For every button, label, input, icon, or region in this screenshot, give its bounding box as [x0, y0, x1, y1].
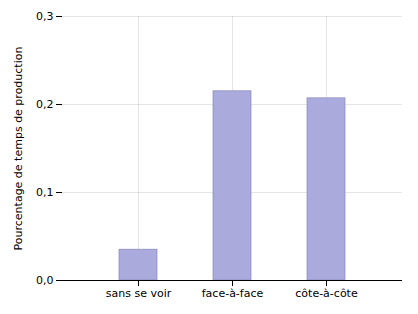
svg-text:0,0: 0,0: [36, 274, 54, 287]
svg-text:côte-à-côte: côte-à-côte: [295, 287, 358, 300]
svg-text:0,1: 0,1: [36, 186, 54, 199]
svg-text:Pourcentage de temps de produc: Pourcentage de temps de production: [12, 47, 25, 251]
svg-text:sans se voir: sans se voir: [106, 287, 172, 300]
svg-text:face-à-face: face-à-face: [202, 287, 264, 300]
svg-text:0,3: 0,3: [36, 10, 54, 23]
svg-text:0,2: 0,2: [36, 98, 54, 111]
